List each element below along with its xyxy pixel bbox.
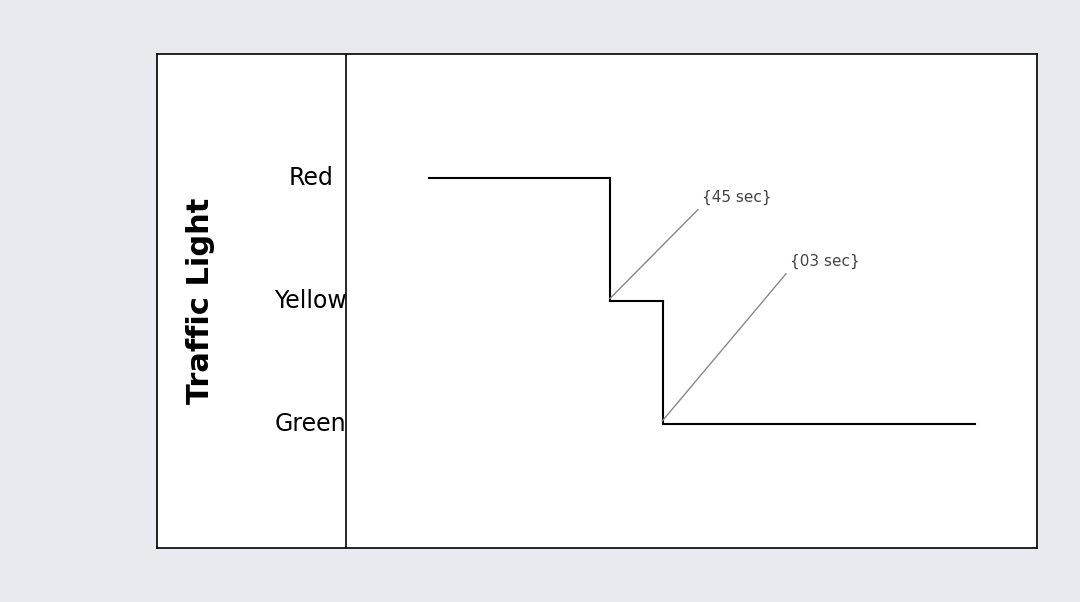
Text: Green: Green (274, 412, 347, 436)
Text: Yellow: Yellow (274, 289, 347, 313)
Text: {45 sec}: {45 sec} (702, 190, 772, 205)
Text: {03 sec}: {03 sec} (791, 253, 860, 269)
Text: Traffic Light: Traffic Light (186, 198, 215, 404)
Text: Red: Red (288, 166, 333, 190)
